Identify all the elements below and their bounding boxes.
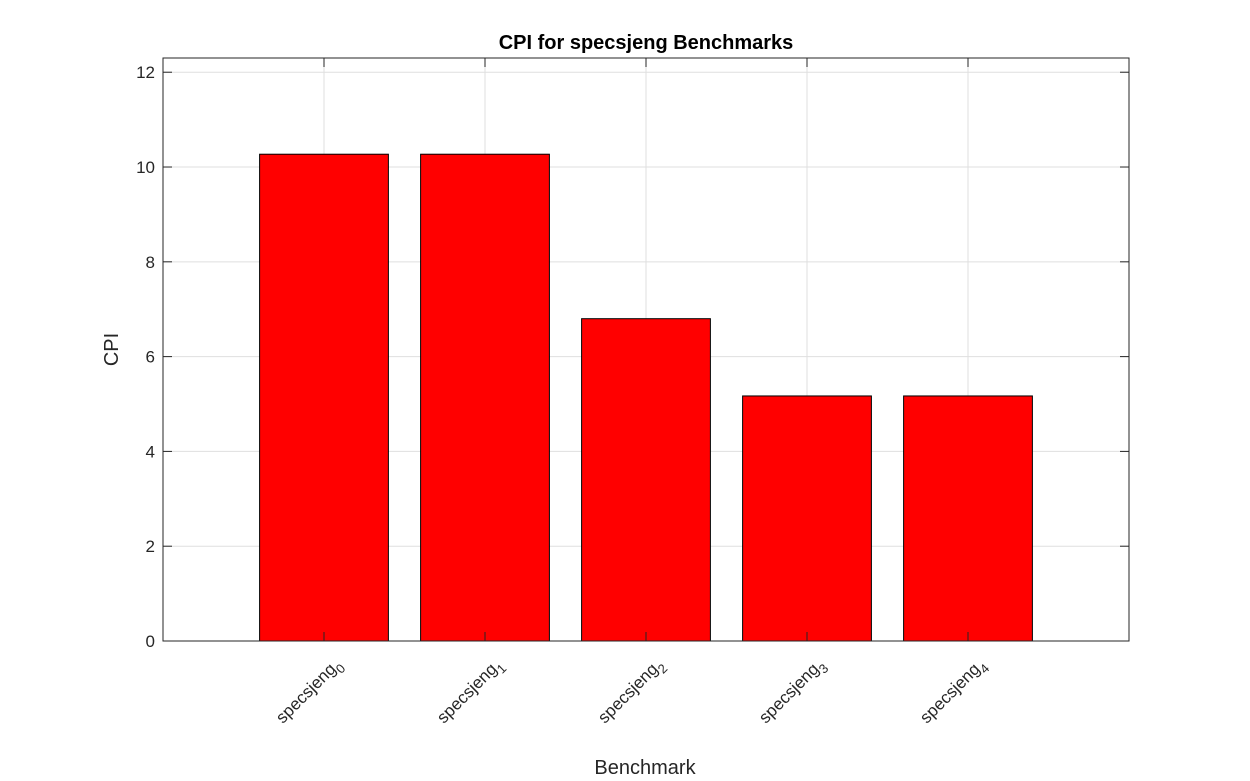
svg-text:specsjeng0: specsjeng0: [272, 654, 348, 730]
y-tick-label: 4: [146, 442, 155, 461]
y-tick-label: 8: [146, 253, 155, 272]
x-tick-label: specsjeng2: [594, 654, 670, 730]
x-tick-label: specsjeng1: [433, 654, 509, 730]
y-tick-label: 2: [146, 537, 155, 556]
bar-specsjeng-3: [742, 395, 872, 642]
y-tick-label: 12: [136, 63, 155, 82]
svg-text:specsjeng3: specsjeng3: [755, 654, 831, 730]
x-tick-label: specsjeng3: [755, 654, 831, 730]
svg-text:specsjeng1: specsjeng1: [433, 654, 509, 730]
bar-specsjeng-2: [581, 318, 711, 642]
y-tick-labels: 0 2 4 6 8 10 12: [136, 63, 155, 651]
svg-text:specsjeng2: specsjeng2: [594, 654, 670, 730]
x-tick-label: specsjeng0: [272, 654, 348, 730]
bars: [259, 153, 1033, 642]
y-tick-label: 10: [136, 158, 155, 177]
y-axis-title: CPI: [101, 333, 123, 366]
svg-text:specsjeng4: specsjeng4: [916, 654, 992, 730]
chart-title: CPI for specsjeng Benchmarks: [499, 32, 794, 54]
x-tick-labels: specsjeng0 specsjeng1 specsjeng2 specsjeng3…: [272, 654, 992, 730]
bar-specsjeng-4: [903, 395, 1033, 642]
x-axis-title: Benchmark: [594, 757, 696, 779]
y-tick-label: 0: [146, 632, 155, 651]
bar-specsjeng-1: [420, 153, 550, 642]
bar-specsjeng-0: [259, 153, 389, 642]
y-tick-label: 6: [146, 348, 155, 367]
axis-ticks: [163, 58, 1129, 642]
x-tick-label: specsjeng4: [916, 654, 992, 730]
